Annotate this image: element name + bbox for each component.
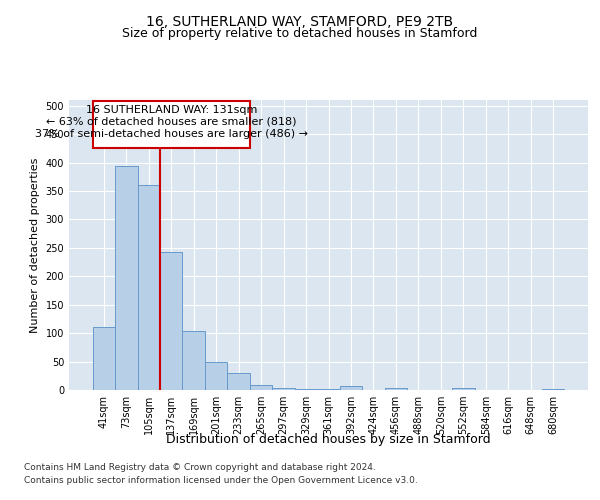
Bar: [452, 388, 475, 390]
Bar: [250, 385, 272, 390]
Text: 37% of semi-detached houses are larger (486) →: 37% of semi-detached houses are larger (…: [35, 128, 308, 138]
Text: 16 SUTHERLAND WAY: 131sqm: 16 SUTHERLAND WAY: 131sqm: [86, 104, 257, 115]
Bar: [93, 101, 250, 148]
Y-axis label: Number of detached properties: Number of detached properties: [30, 158, 40, 332]
Bar: [272, 388, 295, 390]
Bar: [115, 166, 137, 390]
Text: Distribution of detached houses by size in Stamford: Distribution of detached houses by size …: [166, 432, 491, 446]
Text: Size of property relative to detached houses in Stamford: Size of property relative to detached ho…: [122, 28, 478, 40]
Text: Contains public sector information licensed under the Open Government Licence v3: Contains public sector information licen…: [24, 476, 418, 485]
Bar: [340, 386, 362, 390]
Bar: [182, 331, 205, 390]
Text: ← 63% of detached houses are smaller (818): ← 63% of detached houses are smaller (81…: [46, 116, 297, 126]
Text: Contains HM Land Registry data © Crown copyright and database right 2024.: Contains HM Land Registry data © Crown c…: [24, 462, 376, 471]
Bar: [137, 186, 160, 390]
Bar: [205, 362, 227, 390]
Bar: [92, 328, 115, 390]
Bar: [385, 388, 407, 390]
Text: 16, SUTHERLAND WAY, STAMFORD, PE9 2TB: 16, SUTHERLAND WAY, STAMFORD, PE9 2TB: [146, 15, 454, 29]
Bar: [295, 389, 317, 390]
Bar: [160, 252, 182, 390]
Bar: [227, 373, 250, 390]
